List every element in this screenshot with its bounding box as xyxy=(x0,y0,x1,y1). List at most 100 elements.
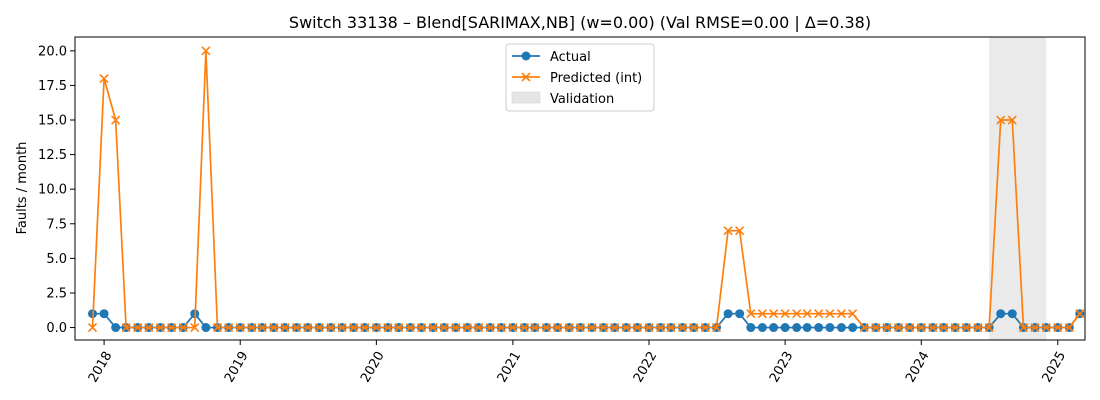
data-point-actual xyxy=(99,309,109,319)
data-point-predicted xyxy=(746,309,756,319)
data-point-predicted xyxy=(610,322,620,333)
data-point-predicted xyxy=(133,322,143,333)
data-point-predicted xyxy=(462,322,472,333)
data-point-predicted xyxy=(87,322,98,333)
data-point-actual xyxy=(757,323,767,333)
data-point-predicted xyxy=(439,322,449,333)
chart-title: Switch 33138 – Blend[SARIMAX,NB] (w=0.00… xyxy=(289,13,871,32)
data-point-predicted xyxy=(700,322,710,333)
data-point-predicted xyxy=(723,226,733,236)
legend-actual-marker xyxy=(521,51,531,61)
data-point-actual xyxy=(1007,309,1017,319)
data-point-predicted xyxy=(201,46,211,56)
series-predicted xyxy=(87,46,1085,333)
data-point-predicted xyxy=(257,322,267,333)
x-tick-label: 2020 xyxy=(358,349,388,385)
data-point-predicted xyxy=(1064,322,1074,333)
data-point-actual xyxy=(792,323,802,333)
data-point-predicted xyxy=(428,322,438,333)
data-point-predicted xyxy=(621,322,631,333)
data-point-predicted xyxy=(1018,322,1029,333)
data-point-actual xyxy=(825,323,835,333)
data-point-predicted xyxy=(314,322,324,333)
data-point-predicted xyxy=(99,73,109,84)
data-point-predicted xyxy=(848,309,858,319)
data-point-predicted xyxy=(1053,322,1063,333)
x-tick-label: 2022 xyxy=(631,349,661,385)
data-point-predicted xyxy=(836,309,847,319)
data-point-predicted xyxy=(711,322,722,333)
data-point-predicted xyxy=(780,309,790,319)
data-point-actual xyxy=(836,323,846,333)
validation-region xyxy=(989,37,1047,340)
data-point-actual xyxy=(769,323,779,333)
data-point-predicted xyxy=(530,322,540,333)
data-point-predicted xyxy=(882,322,892,333)
data-point-predicted xyxy=(655,322,666,333)
legend-validation-label: Validation xyxy=(550,92,614,107)
data-point-predicted xyxy=(326,322,336,333)
data-point-predicted xyxy=(893,322,904,333)
data-point-predicted xyxy=(792,309,802,319)
data-point-predicted xyxy=(757,309,767,319)
data-point-predicted xyxy=(519,322,529,333)
data-point-predicted xyxy=(167,322,177,333)
data-point-predicted xyxy=(996,115,1006,125)
data-point-predicted xyxy=(416,322,427,333)
data-point-predicted xyxy=(825,309,835,319)
data-point-predicted xyxy=(928,322,938,333)
data-point-predicted xyxy=(598,322,609,333)
plot-frame xyxy=(74,36,1086,341)
data-point-actual xyxy=(814,323,824,333)
data-point-predicted xyxy=(553,322,563,333)
data-point-predicted xyxy=(394,322,404,333)
data-point-actual xyxy=(780,323,790,333)
x-tick-label: 2019 xyxy=(222,349,252,385)
data-point-predicted xyxy=(405,322,415,333)
data-point-predicted xyxy=(371,322,381,333)
legend-actual-label: Actual xyxy=(550,50,591,65)
data-point-predicted xyxy=(291,322,302,333)
y-tick-label: 2.5 xyxy=(46,286,67,301)
data-point-actual xyxy=(996,309,1006,319)
data-point-predicted xyxy=(508,322,518,333)
data-point-predicted xyxy=(859,322,869,333)
y-tick-label: 17.5 xyxy=(38,79,67,94)
data-point-predicted xyxy=(541,322,551,333)
data-point-actual xyxy=(723,309,733,319)
data-point-predicted xyxy=(451,322,461,333)
data-point-predicted xyxy=(337,322,347,333)
data-point-predicted xyxy=(769,309,779,319)
data-point-predicted xyxy=(689,322,699,333)
x-tick-label: 2021 xyxy=(495,349,525,385)
y-tick-label: 0.0 xyxy=(46,321,67,336)
data-point-predicted xyxy=(1030,322,1040,333)
data-point-predicted xyxy=(144,322,154,333)
x-tick-label: 2024 xyxy=(903,349,933,385)
data-point-predicted xyxy=(349,322,359,333)
data-point-predicted xyxy=(224,322,234,333)
data-point-predicted xyxy=(247,322,257,333)
data-point-actual xyxy=(848,323,858,333)
y-tick-label: 5.0 xyxy=(46,252,67,267)
data-point-predicted xyxy=(814,309,824,319)
data-point-predicted xyxy=(644,322,654,333)
data-point-predicted xyxy=(802,309,812,319)
data-point-actual xyxy=(802,323,812,333)
data-point-actual xyxy=(746,323,756,333)
data-point-predicted xyxy=(178,322,188,333)
y-tick-label: 10.0 xyxy=(38,183,67,198)
data-point-predicted xyxy=(939,322,949,333)
data-point-predicted xyxy=(735,226,745,236)
data-point-predicted xyxy=(121,322,131,333)
data-point-predicted xyxy=(564,322,574,333)
data-point-predicted xyxy=(916,322,926,333)
data-point-predicted xyxy=(973,322,983,333)
data-point-predicted xyxy=(111,115,121,125)
x-tick-label: 2023 xyxy=(767,349,797,385)
data-point-predicted xyxy=(190,322,200,333)
y-tick-label: 15.0 xyxy=(38,114,67,129)
data-point-predicted xyxy=(632,322,643,333)
legend-predicted-label: Predicted (int) xyxy=(550,71,642,86)
